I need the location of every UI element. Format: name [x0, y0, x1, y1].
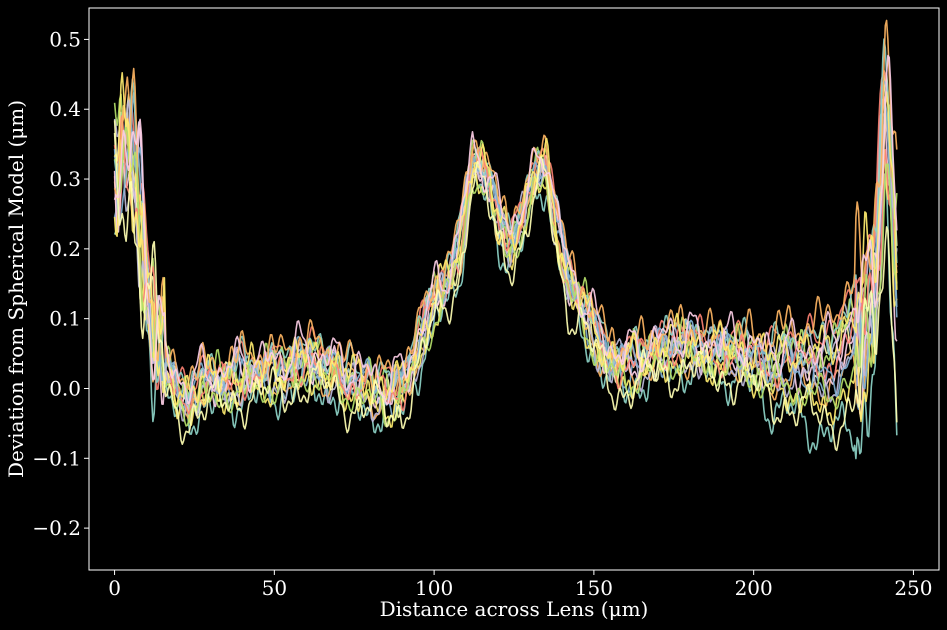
- x-tick-label: 250: [894, 576, 932, 600]
- y-tick-label: −0.2: [32, 516, 81, 540]
- y-tick-label: 0.5: [49, 27, 81, 51]
- series-line: [113, 54, 898, 405]
- plot-frame: [88, 7, 940, 571]
- x-tick-label: 150: [575, 576, 613, 600]
- y-tick-label: 0.1: [49, 307, 81, 331]
- y-tick-label: 0.2: [49, 237, 81, 261]
- y-tick-label: 0.4: [49, 97, 81, 121]
- series-line: [113, 114, 898, 415]
- y-axis-label: Deviation from Spherical Model (μm): [4, 100, 28, 478]
- y-tick-label: 0.3: [49, 167, 81, 191]
- series-line: [113, 93, 898, 409]
- series-line: [113, 120, 898, 452]
- x-tick-label: 200: [735, 576, 773, 600]
- x-tick-label: 0: [108, 576, 121, 600]
- y-tick-label: −0.1: [32, 446, 81, 470]
- x-tick-label: 100: [415, 576, 453, 600]
- x-axis-ticks: 0 50 100 150 200 250: [108, 570, 933, 600]
- series-line: [113, 126, 898, 427]
- y-axis-ticks: −0.2 −0.1 0.0 0.1 0.2 0.3 0.4 0.5: [32, 27, 89, 540]
- x-axis-label: Distance across Lens (μm): [380, 597, 649, 621]
- series-layer: [113, 19, 898, 460]
- y-tick-label: 0.0: [49, 376, 81, 400]
- x-tick-label: 50: [262, 576, 287, 600]
